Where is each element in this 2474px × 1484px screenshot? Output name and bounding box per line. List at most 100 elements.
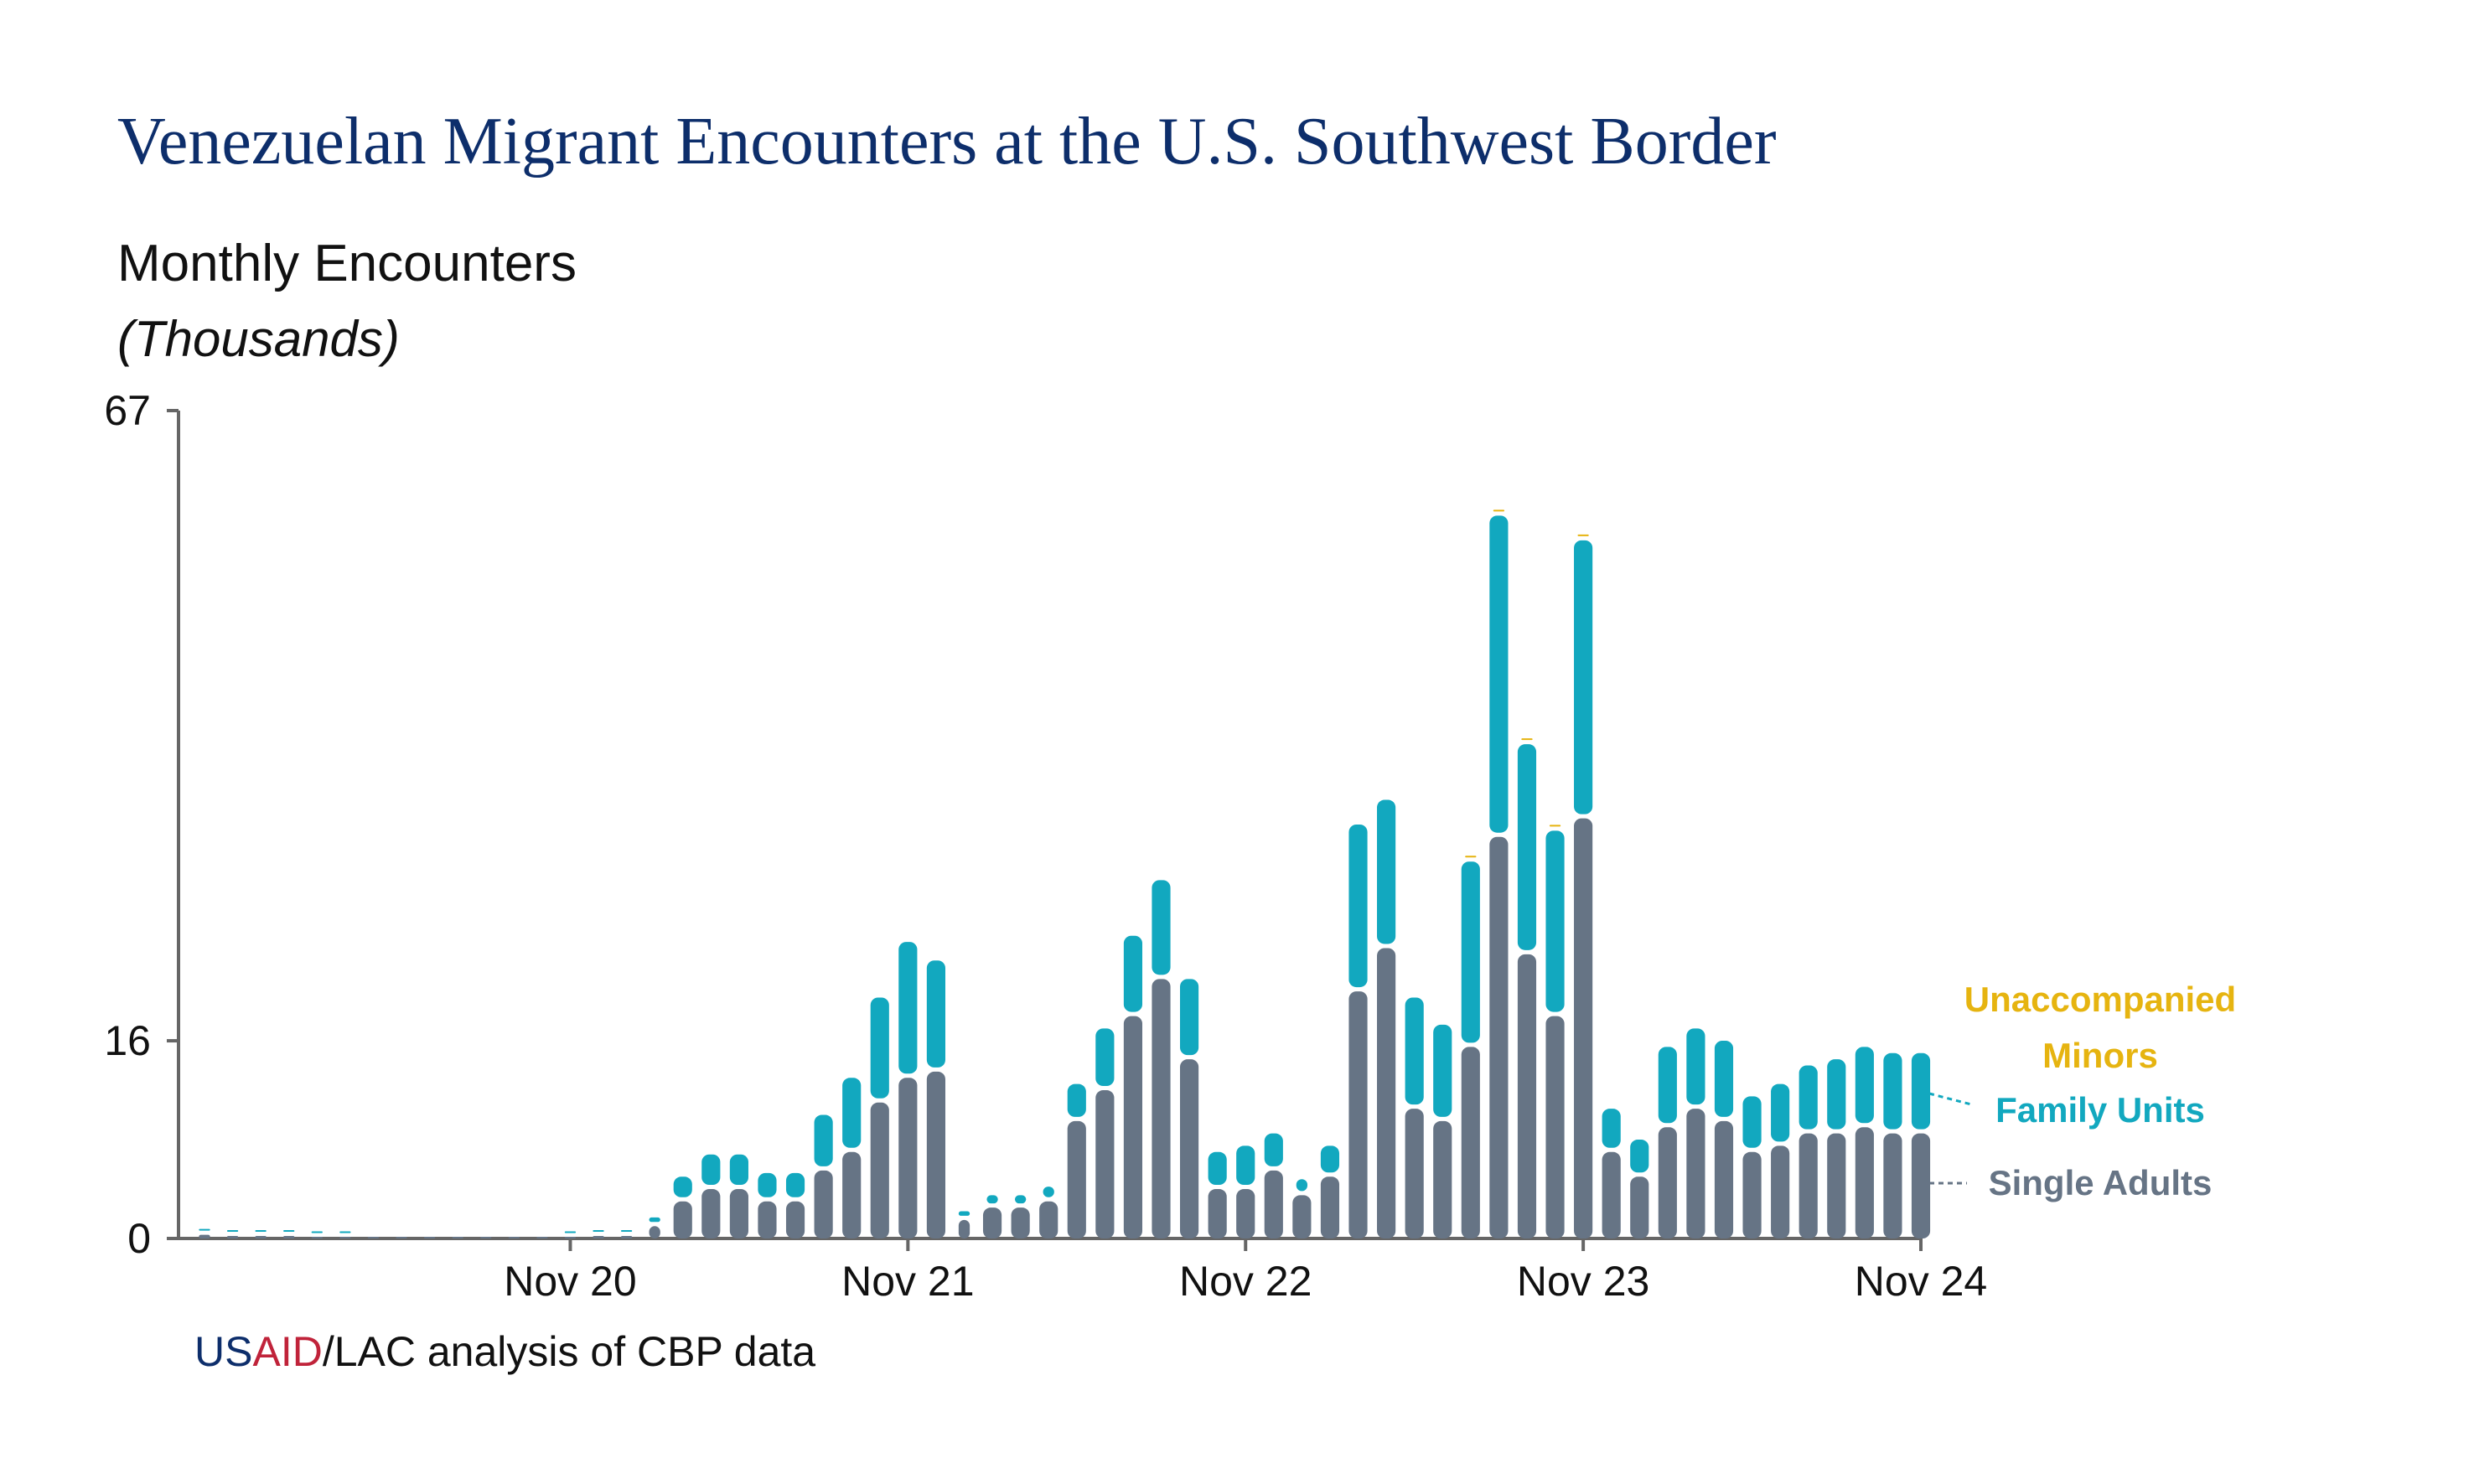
- bar-group: [729, 1154, 748, 1238]
- bar-family-units: [255, 1230, 267, 1233]
- bar-single-adults: [1574, 818, 1593, 1238]
- bar-group: [1067, 1083, 1086, 1238]
- bar-single-adults: [1489, 836, 1509, 1238]
- source-aid: AID: [252, 1328, 322, 1375]
- bar-group: [1771, 1083, 1790, 1238]
- bar-single-adults: [814, 1170, 833, 1238]
- legend-unaccompanied-minors-line2: Minors: [2042, 1036, 2158, 1075]
- bar-family-units: [1433, 1024, 1452, 1117]
- bar-group: [199, 1228, 210, 1238]
- bar-single-adults: [1433, 1120, 1452, 1238]
- bar-family-units: [785, 1172, 805, 1197]
- bar-group: [1180, 979, 1199, 1238]
- bar-group: [1348, 825, 1368, 1238]
- bar-family-units: [1742, 1096, 1762, 1148]
- bar-single-adults: [1799, 1133, 1818, 1238]
- bar-family-units: [1377, 799, 1396, 944]
- bar-group: [1039, 1187, 1058, 1238]
- x-axis: Nov 20 Nov 21 Nov 22 Nov 23 Nov 24: [179, 1237, 1987, 1305]
- bar-unaccompanied-minors: [1577, 534, 1589, 536]
- bar-group: [1433, 1024, 1452, 1238]
- bar-family-units: [1686, 1028, 1705, 1105]
- bar-family-units: [1236, 1145, 1255, 1186]
- bar-family-units: [1095, 1028, 1115, 1087]
- bar-group: [1686, 1028, 1705, 1238]
- bar-group: [758, 1172, 777, 1238]
- bar-single-adults: [199, 1234, 210, 1238]
- bar-group: [1827, 1059, 1846, 1238]
- bar-group: [842, 1078, 862, 1238]
- bar-single-adults: [1320, 1176, 1340, 1238]
- bar-single-adults: [1517, 954, 1537, 1238]
- bar-family-units: [1489, 515, 1509, 833]
- bar-single-adults: [1377, 948, 1396, 1238]
- bar-single-adults: [423, 1237, 436, 1238]
- bar-family-units: [1602, 1109, 1621, 1148]
- bar-group: [367, 1237, 380, 1238]
- bar-single-adults: [1180, 1059, 1199, 1238]
- bar-group: [226, 1230, 239, 1238]
- bar-group: [536, 1237, 548, 1238]
- bar-family-units: [226, 1230, 239, 1233]
- bar-single-adults: [701, 1189, 721, 1238]
- bar-family-units: [842, 1078, 862, 1148]
- bar-group: [926, 960, 945, 1238]
- units-label: (Thousands): [117, 311, 400, 367]
- x-tick-label: Nov 21: [841, 1258, 974, 1305]
- bar-family-units: [1714, 1041, 1734, 1117]
- legend-single-adults: Single Adults: [1989, 1163, 2213, 1202]
- x-tick-label: Nov 20: [504, 1258, 636, 1305]
- bar-family-units: [339, 1231, 351, 1233]
- bar-group: [785, 1172, 805, 1238]
- bar-group: [1208, 1151, 1227, 1238]
- bar-group: [452, 1237, 463, 1238]
- bar-single-adults: [1545, 1016, 1565, 1238]
- bar-group: [1292, 1179, 1312, 1238]
- bar-family-units: [564, 1231, 577, 1233]
- bar-single-adults: [620, 1236, 633, 1238]
- chart-subtitle: Monthly Encounters: [117, 235, 577, 292]
- bar-single-adults: [508, 1237, 520, 1238]
- bar-family-units: [1296, 1179, 1308, 1192]
- bar-single-adults: [1461, 1047, 1480, 1238]
- bar-single-adults: [1264, 1170, 1283, 1238]
- bar-group: [1714, 1041, 1734, 1238]
- bar-single-adults: [1686, 1109, 1705, 1238]
- bar-single-adults: [1123, 1016, 1143, 1238]
- bar-family-units: [1067, 1083, 1086, 1117]
- bar-family-units: [1771, 1083, 1790, 1142]
- bar-single-adults: [898, 1078, 918, 1238]
- bar-family-units: [1208, 1151, 1227, 1186]
- legend: Unaccompanied Minors Family Units Single…: [1928, 980, 2236, 1202]
- bar-family-units: [311, 1231, 323, 1233]
- bar-group: [508, 1237, 520, 1238]
- bar-single-adults: [536, 1237, 548, 1238]
- bar-single-adults: [1658, 1127, 1677, 1238]
- bar-group: [311, 1231, 323, 1238]
- source-us: US: [194, 1328, 252, 1375]
- bar-family-units: [1320, 1145, 1340, 1173]
- bar-family-units: [814, 1114, 833, 1166]
- source-rest: /LAC analysis of CBP data: [323, 1328, 815, 1375]
- bar-single-adults: [226, 1236, 239, 1238]
- y-tick-label: 16: [104, 1017, 151, 1064]
- bar-family-units: [1545, 830, 1565, 1012]
- bar-single-adults: [729, 1189, 748, 1238]
- bar-family-units: [898, 942, 918, 1074]
- legend-unaccompanied-minors-line1: Unaccompanied: [1964, 980, 2236, 1019]
- bar-family-units: [1043, 1187, 1054, 1197]
- bar-group: [1320, 1145, 1340, 1238]
- bar-single-adults: [255, 1236, 267, 1238]
- bar-single-adults: [339, 1237, 351, 1238]
- bar-group: [423, 1237, 436, 1238]
- bar-group: [1264, 1133, 1283, 1238]
- legend-family-units-leader: [1928, 1092, 1972, 1106]
- bar-family-units: [1152, 880, 1171, 975]
- bar-family-units: [1123, 935, 1143, 1012]
- bar-single-adults: [842, 1151, 862, 1238]
- bar-single-adults: [480, 1237, 492, 1238]
- bar-group: [814, 1114, 833, 1238]
- bar-group: [701, 1154, 721, 1238]
- bar-single-adults: [1152, 979, 1171, 1238]
- bar-single-adults: [1630, 1176, 1649, 1238]
